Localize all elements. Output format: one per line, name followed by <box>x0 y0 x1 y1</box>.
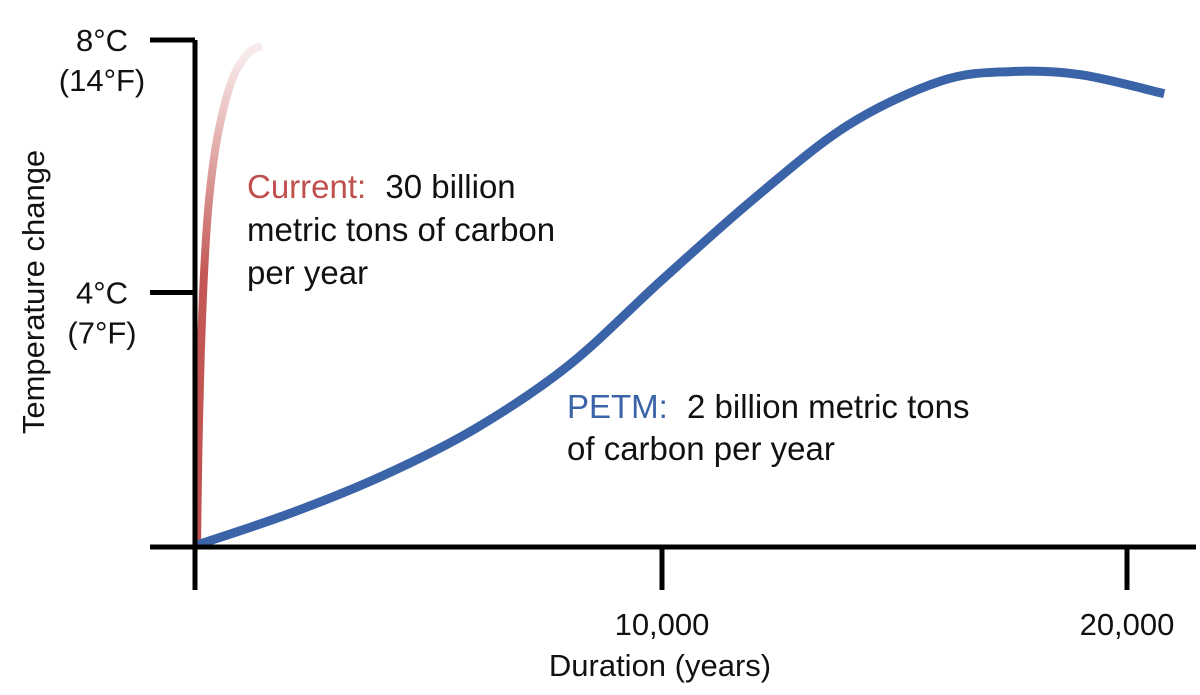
petm-label: PETM: <box>567 388 668 425</box>
y-tick-label-celsius-1: 4°C <box>76 276 128 311</box>
series-line-petm <box>195 66 1166 550</box>
current-label: Current: <box>247 168 366 205</box>
current-line-3: per year <box>247 254 368 291</box>
y-tick-label-fahrenheit-2: (14°F) <box>59 63 145 98</box>
petm-line-1: 2 billion metric tons <box>687 388 969 425</box>
current-line-1: 30 billion <box>385 168 515 205</box>
x-tick-label-2: 20,000 <box>1080 607 1175 642</box>
current-annotation: Current: 30 billion metric tons of carbo… <box>247 168 555 291</box>
current-line-2: metric tons of carbon <box>247 211 555 248</box>
svg-text:Current: 30 billion: Current: 30 billion <box>247 168 516 205</box>
series-line-current <box>193 42 264 546</box>
y-tick-label-celsius-2: 8°C <box>76 23 128 58</box>
y-tick-label-fahrenheit-1: (7°F) <box>67 316 136 351</box>
x-tick-label-1: 10,000 <box>615 607 710 642</box>
svg-text:PETM: 2 billion metric t: PETM: 2 billion metric tons <box>567 388 969 425</box>
series-layer <box>193 42 1166 550</box>
x-axis-title: Duration (years) <box>549 648 771 683</box>
y-axis-title: Temperature change <box>16 150 51 434</box>
tick-layer: 10,000 20,000 4°C (7°F) 8°C (14°F) <box>59 23 1175 642</box>
petm-annotation: PETM: 2 billion metric tons of carbon pe… <box>567 388 969 467</box>
petm-line-2: of carbon per year <box>567 430 835 467</box>
